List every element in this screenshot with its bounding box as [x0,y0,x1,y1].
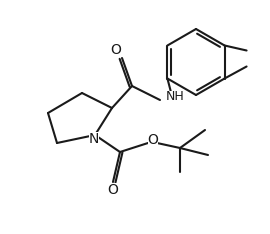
Text: NH: NH [166,91,185,103]
Text: O: O [107,183,119,197]
Text: O: O [148,133,158,147]
Text: O: O [110,43,122,57]
Text: N: N [89,132,99,146]
